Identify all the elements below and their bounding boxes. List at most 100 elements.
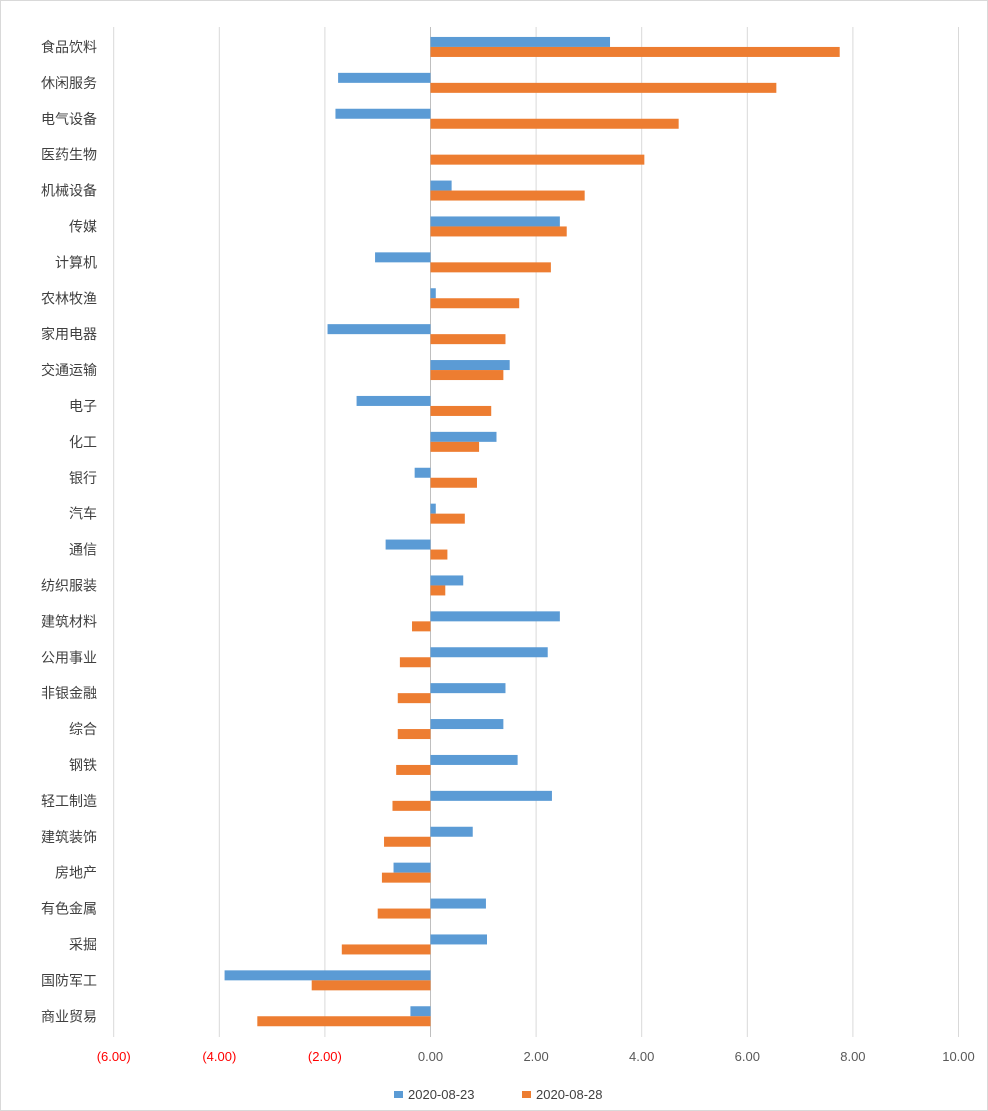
bar-2020-08-23 <box>430 826 473 837</box>
x-tick-label: (2.00) <box>308 1049 342 1064</box>
bar-2020-08-23 <box>410 1006 431 1017</box>
category-labels: 食品饮料休闲服务电气设备医药生物机械设备传媒计算机农林牧渔家用电器交通运输电子化… <box>41 39 97 1025</box>
bar-2020-08-23 <box>430 503 436 514</box>
bar-2020-08-28 <box>430 226 567 237</box>
bar-2020-08-23 <box>224 970 431 981</box>
category-label: 建筑材料 <box>41 614 97 630</box>
bar-2020-08-23 <box>393 862 431 873</box>
category-label: 休闲服务 <box>41 76 97 92</box>
bar-2020-08-23 <box>414 467 431 478</box>
bar-2020-08-23 <box>430 288 436 299</box>
bar-2020-08-28 <box>397 729 431 740</box>
category-label: 通信 <box>69 543 97 559</box>
bar-2020-08-28 <box>377 908 431 919</box>
category-label: 公用事业 <box>41 650 97 666</box>
bar-2020-08-28 <box>430 585 446 596</box>
x-tick-labels: (6.00) (4.00) (2.00) 0.00 2.00 4.00 6.00 8.00 10… <box>97 1049 975 1064</box>
bar-2020-08-28 <box>392 800 431 811</box>
bar-2020-08-28 <box>397 693 431 704</box>
bar-2020-08-23 <box>430 611 560 622</box>
bar-2020-08-28 <box>430 46 840 57</box>
x-tick-label: 8.00 <box>840 1049 865 1064</box>
category-label: 非银金融 <box>41 686 97 702</box>
bar-2020-08-28 <box>396 764 431 775</box>
category-label: 机械设备 <box>41 183 97 200</box>
category-label: 轻工制造 <box>41 794 97 810</box>
x-tick-label: (6.00) <box>97 1049 131 1064</box>
category-label: 银行 <box>69 471 97 487</box>
legend-swatch <box>522 1091 531 1098</box>
bar-2020-08-28 <box>430 118 679 129</box>
bar-2020-08-28 <box>341 944 431 955</box>
bar-2020-08-23 <box>430 575 464 586</box>
bar-2020-08-23 <box>430 216 560 227</box>
bar-2020-08-28 <box>430 154 645 165</box>
bar-2020-08-23 <box>430 36 611 47</box>
category-label: 化工 <box>69 435 97 451</box>
category-label: 汽车 <box>69 506 97 523</box>
bar-2020-08-28 <box>430 405 492 416</box>
bar-2020-08-28 <box>257 1016 431 1027</box>
legend-swatch <box>394 1091 403 1098</box>
bar-2020-08-28 <box>412 621 431 632</box>
bar-2020-08-23 <box>335 108 431 119</box>
category-label: 传媒 <box>69 219 97 235</box>
x-tick-label: 0.00 <box>418 1049 443 1064</box>
bar-2020-08-28 <box>430 370 504 381</box>
bar-2020-08-28 <box>430 298 520 309</box>
x-tick-label: 10.00 <box>942 1049 975 1064</box>
bar-2020-08-28 <box>311 980 431 991</box>
bar-2020-08-28 <box>430 262 551 273</box>
category-label: 国防军工 <box>41 973 97 989</box>
bar-2020-08-28 <box>430 82 777 93</box>
bar-2020-08-28 <box>384 836 431 847</box>
category-label: 钢铁 <box>69 758 97 774</box>
bar-2020-08-28 <box>430 334 506 345</box>
category-label: 家用电器 <box>41 326 97 343</box>
bar-2020-08-23 <box>430 683 506 694</box>
bar-2020-08-23 <box>356 395 431 406</box>
legend-label: 2020-08-28 <box>536 1087 603 1102</box>
category-label: 食品饮料 <box>41 39 97 56</box>
category-label: 医药生物 <box>41 148 97 164</box>
bar-2020-08-23 <box>430 934 487 945</box>
bar-2020-08-23 <box>430 719 504 730</box>
x-tick-label: 4.00 <box>629 1049 654 1064</box>
category-label: 房地产 <box>55 866 97 882</box>
bar-2020-08-23 <box>430 790 552 801</box>
gridlines <box>113 27 959 1037</box>
category-label: 商业贸易 <box>41 1009 97 1025</box>
category-label: 有色金属 <box>41 901 97 918</box>
category-label: 交通运输 <box>41 362 97 379</box>
bar-2020-08-28 <box>430 441 480 452</box>
bar-2020-08-23 <box>430 647 548 658</box>
x-tick-label: 6.00 <box>735 1049 760 1064</box>
category-label: 采掘 <box>69 937 97 953</box>
bar-2020-08-23 <box>430 360 510 371</box>
category-label: 电气设备 <box>41 111 97 128</box>
bar-2020-08-28 <box>430 190 585 201</box>
bar-2020-08-23 <box>385 539 431 550</box>
bars <box>224 36 840 1027</box>
category-label: 农林牧渔 <box>41 291 97 307</box>
bar-2020-08-23 <box>430 431 497 442</box>
category-label: 综合 <box>69 722 97 738</box>
bar-2020-08-23 <box>430 754 518 765</box>
category-label: 计算机 <box>55 255 97 271</box>
bar-2020-08-28 <box>381 872 431 883</box>
x-tick-label: 2.00 <box>523 1049 548 1064</box>
x-tick-label: (4.00) <box>202 1049 236 1064</box>
bar-2020-08-23 <box>430 898 486 909</box>
category-label: 电子 <box>69 399 97 415</box>
legend-label: 2020-08-23 <box>408 1087 475 1102</box>
category-label: 建筑装饰 <box>41 830 97 846</box>
category-label: 纺织服装 <box>41 578 97 594</box>
bar-2020-08-28 <box>430 477 477 488</box>
bar-2020-08-23 <box>375 252 431 263</box>
bar-2020-08-23 <box>327 324 431 335</box>
bar-2020-08-28 <box>430 513 465 524</box>
bar-2020-08-28 <box>430 549 448 560</box>
legend: 2020-08-23 2020-08-28 <box>394 1087 603 1102</box>
